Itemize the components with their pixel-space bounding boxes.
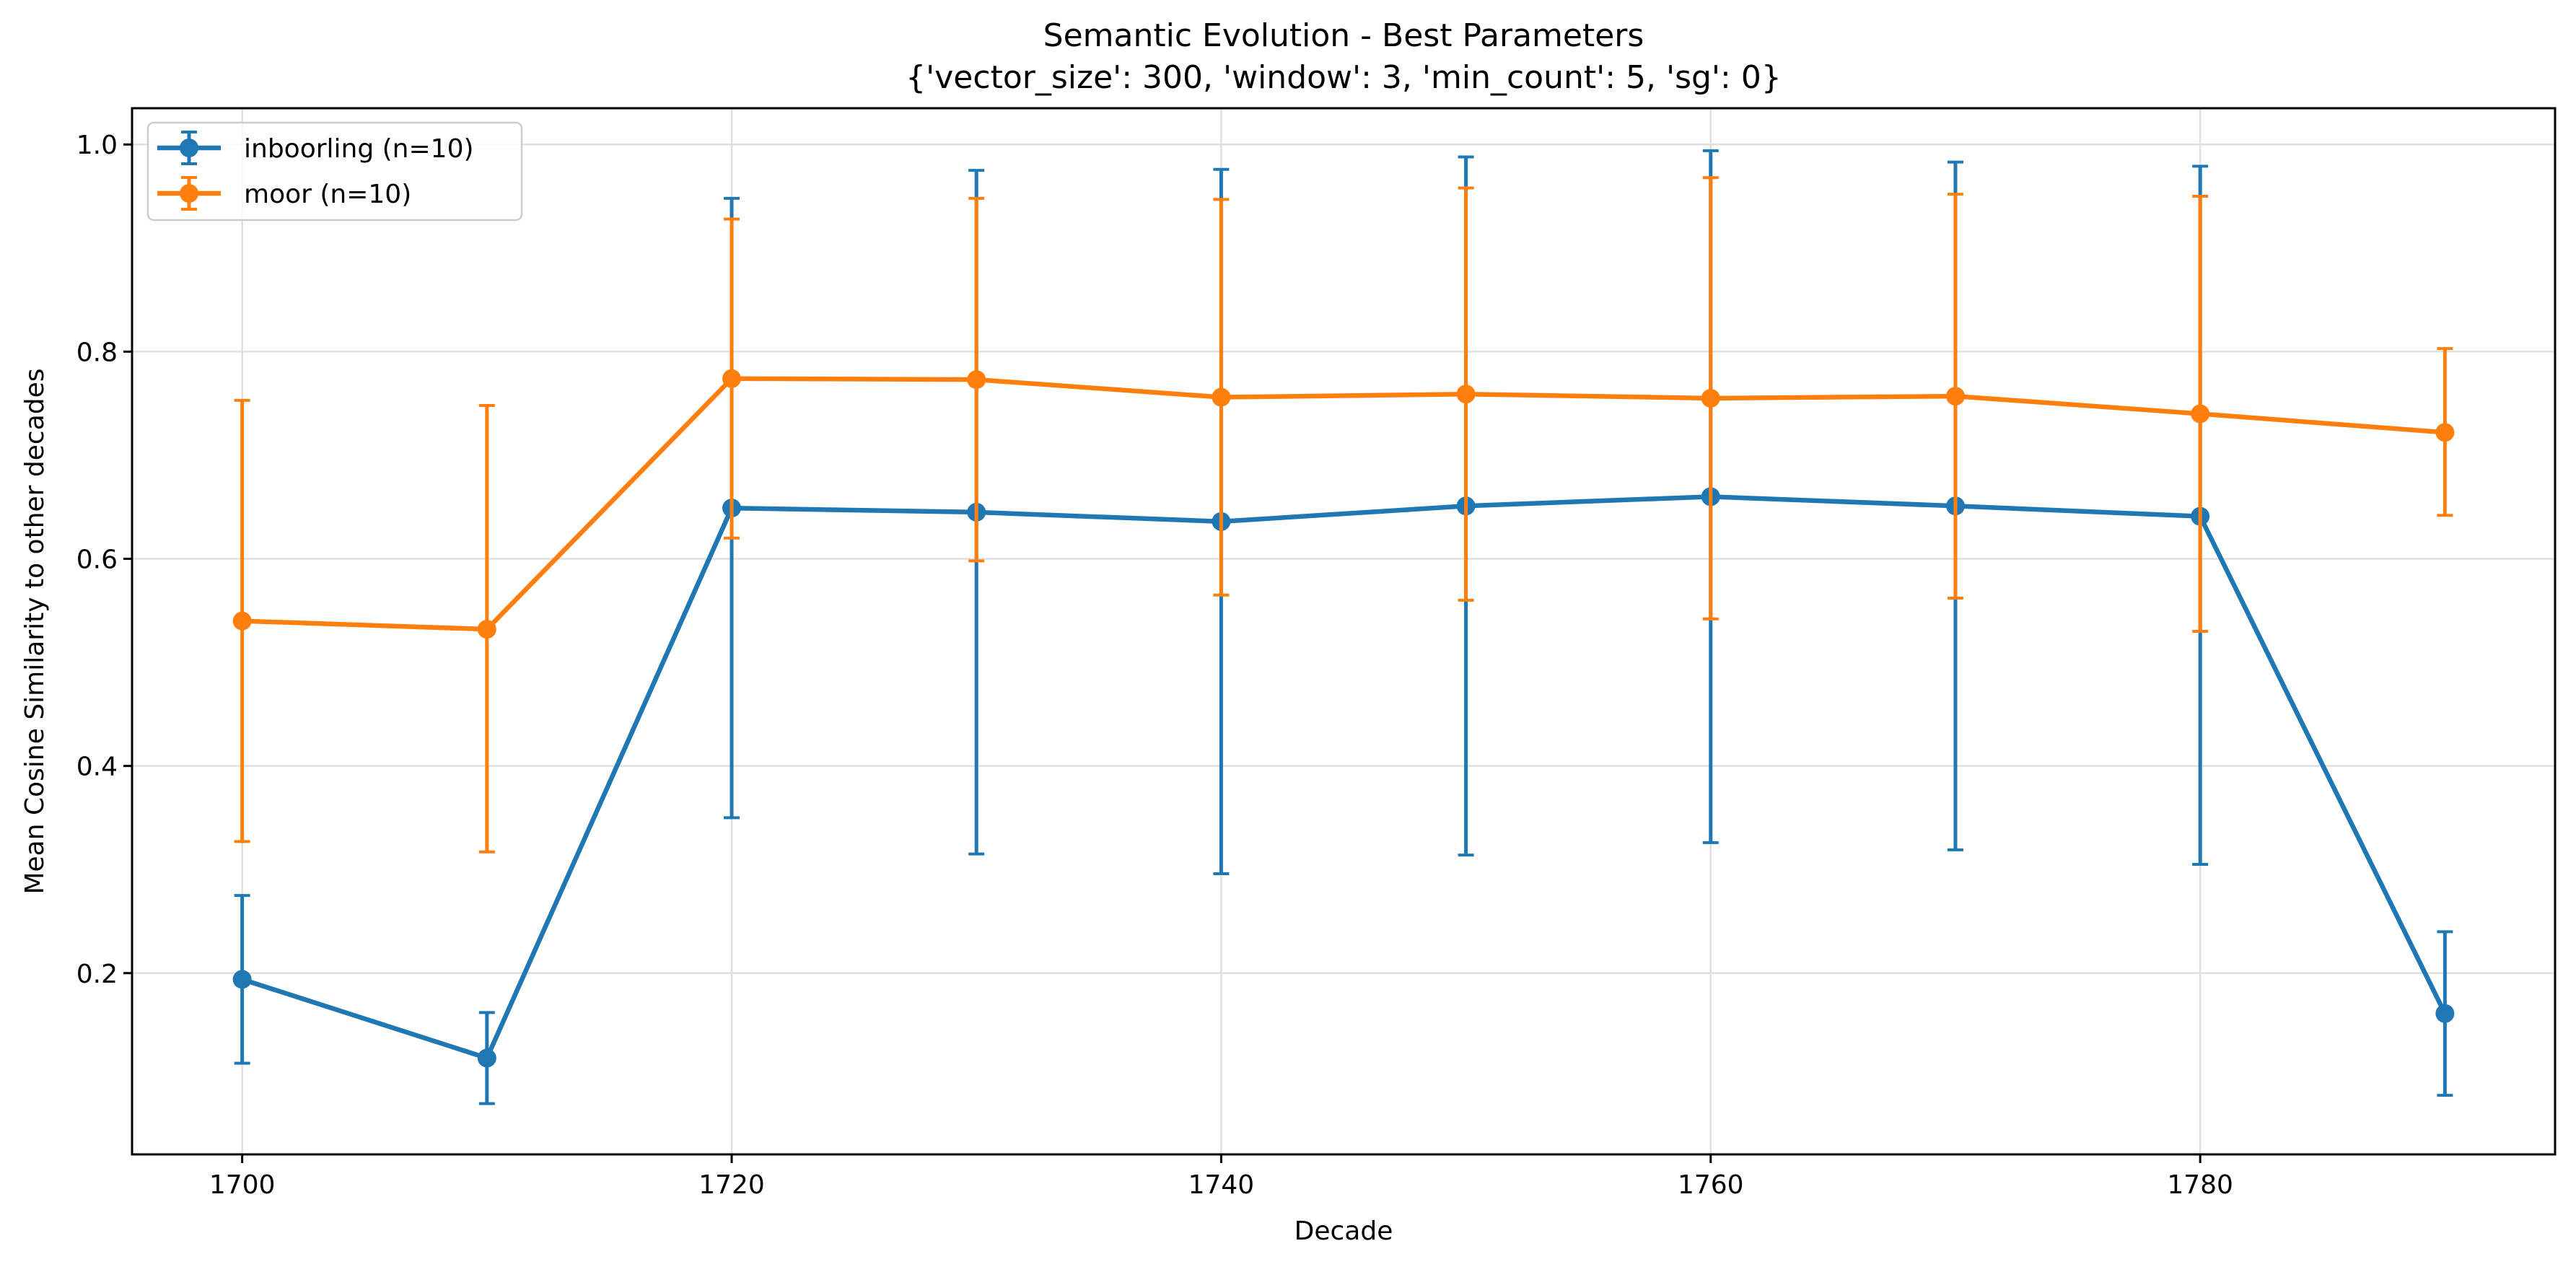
x-axis-label: Decade — [1294, 1216, 1393, 1246]
data-point — [477, 620, 496, 639]
x-tick-label: 1700 — [209, 1170, 276, 1200]
x-tick-label: 1740 — [1188, 1170, 1255, 1200]
series-1 — [232, 176, 2455, 854]
legend: inboorling (n=10) moor (n=10) — [146, 121, 523, 221]
data-point — [1945, 387, 1965, 406]
chart-title: Semantic Evolution - Best Parameters — [1043, 17, 1644, 54]
x-tick-label: 1720 — [698, 1170, 765, 1200]
data-point — [2435, 1004, 2455, 1023]
y-tick-label: 0.8 — [76, 338, 118, 367]
data-point — [1701, 388, 1720, 408]
y-tick-label: 1.0 — [76, 131, 118, 160]
legend-marker — [180, 184, 198, 203]
y-tick-label: 0.4 — [76, 753, 118, 782]
series-layer — [232, 149, 2455, 1105]
data-point — [967, 370, 986, 390]
data-point — [1456, 385, 1476, 404]
data-point — [2435, 423, 2455, 442]
data-point — [1212, 387, 1231, 407]
legend-label: inboorling (n=10) — [244, 134, 474, 164]
data-point — [2191, 404, 2210, 424]
legend-entry-0: inboorling (n=10) — [157, 131, 474, 165]
data-point — [722, 369, 742, 388]
data-point — [232, 611, 252, 631]
y-tick-label: 0.6 — [76, 545, 118, 575]
series-line — [242, 376, 2445, 632]
legend-marker — [180, 139, 198, 157]
y-axis-label: Mean Cosine Similarity to other decades — [20, 368, 50, 894]
legend-entry-1: moor (n=10) — [157, 176, 411, 211]
legend-box — [146, 121, 523, 221]
legend-label: moor (n=10) — [244, 180, 411, 209]
chart-subtitle: {'vector_size': 300, 'window': 3, 'min_c… — [906, 59, 1782, 96]
data-point — [232, 970, 252, 989]
axis-ticks: 1700 1720 1740 1760 1780 0.2 0.4 0.6 0.8 1.0 — [76, 131, 2233, 1200]
y-tick-label: 0.2 — [76, 960, 118, 989]
x-tick-label: 1760 — [1678, 1170, 1744, 1200]
plot-frame — [131, 107, 2557, 1156]
series-line — [241, 494, 2448, 1061]
data-point — [477, 1048, 496, 1068]
x-tick-label: 1780 — [2167, 1170, 2233, 1200]
